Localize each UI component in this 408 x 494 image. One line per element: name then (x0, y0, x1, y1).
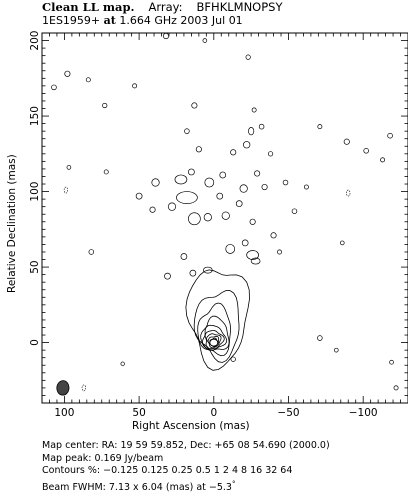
noise-contour (254, 171, 259, 176)
noise-contour (217, 193, 223, 199)
noise-contour (259, 124, 264, 129)
y-tick-label: 200 (29, 31, 41, 51)
map-footer: Map center: RA: 19 59 59.852, Dec: +65 0… (42, 440, 330, 494)
noise-contour (136, 193, 142, 199)
noise-contour (86, 78, 90, 82)
noise-contour (268, 152, 272, 157)
noise-contour (164, 273, 170, 279)
noise-contour (150, 207, 155, 212)
map-center-text: Map center: RA: 19 59 59.852, Dec: +65 0… (42, 440, 330, 453)
x-tick-label: 100 (54, 407, 74, 419)
y-tick-label: 0 (29, 339, 41, 346)
x-tick-label: −50 (277, 407, 299, 419)
noise-contour (231, 150, 236, 155)
contour-levels-text: Contours %: −0.125 0.125 0.25 0.5 1 2 4 … (42, 465, 330, 478)
x-axis-label: Right Ascension (mas) (132, 420, 250, 432)
core-peak (210, 339, 218, 346)
degree-sign: ° (232, 480, 236, 488)
noise-contour (163, 33, 168, 38)
jet-contours (186, 270, 250, 370)
negative-contour (82, 385, 86, 391)
noise-contour (181, 253, 187, 259)
jet-contour-level (186, 270, 250, 370)
noise-contour (104, 170, 108, 174)
noise-contour (176, 192, 197, 204)
noise-contour (192, 103, 197, 108)
x-tick-label: 0 (210, 407, 217, 419)
noise-contour (185, 129, 190, 134)
noise-contour (133, 84, 137, 88)
beam-fwhm-text: Beam FWHM: 7.13 x 6.04 (mas) at −5.3° (42, 478, 330, 494)
noise-contour (381, 158, 385, 162)
x-tick-label: −100 (349, 407, 378, 419)
noise-contour (318, 125, 322, 129)
noise-contours (52, 33, 399, 391)
noise-contour (168, 203, 175, 211)
axis-tick-labels: 100 50 0 −50 −100 0 50 100 150 200 (29, 31, 378, 419)
negative-contour (346, 190, 350, 196)
y-axis-label: Relative Declination (mas) (6, 173, 18, 293)
noise-contour (220, 172, 226, 178)
noise-contour (103, 103, 107, 108)
noise-contour (250, 219, 255, 224)
noise-contour (390, 360, 394, 364)
noise-contour (203, 39, 207, 43)
y-tick-label: 50 (29, 260, 41, 273)
noise-contour (292, 209, 297, 214)
beam-fwhm-value: Beam FWHM: 7.13 x 6.04 (mas) at −5.3 (42, 482, 232, 493)
noise-contour (317, 336, 322, 341)
noise-contour (188, 213, 200, 225)
noise-contour (271, 233, 276, 238)
negative-contour (64, 187, 68, 193)
noise-contour (196, 147, 201, 152)
noise-contour (340, 241, 344, 245)
noise-contour (242, 240, 248, 246)
noise-contour (190, 270, 196, 276)
map-peak-text: Map peak: 0.169 Jy/beam (42, 453, 330, 466)
axis-ticks (42, 33, 408, 403)
noise-contour (89, 250, 94, 255)
noise-contour (222, 212, 229, 220)
noise-contour (394, 386, 398, 390)
noise-contour (262, 184, 267, 189)
noise-contour (65, 71, 70, 76)
noise-contour (283, 180, 288, 185)
noise-contour (175, 175, 187, 184)
beam-ellipse (56, 380, 69, 396)
noise-contour (67, 165, 71, 169)
noise-contour (226, 244, 235, 253)
y-tick-label: 150 (29, 106, 41, 126)
noise-contour (152, 179, 159, 187)
plot-frame (42, 33, 408, 403)
noise-contour (243, 141, 250, 148)
noise-contour (236, 201, 242, 207)
y-tick-label: 100 (29, 182, 41, 202)
noise-contour (304, 185, 308, 189)
noise-contour (344, 139, 349, 144)
noise-contour (364, 148, 369, 153)
x-tick-label: 50 (132, 407, 145, 419)
noise-contour (205, 178, 214, 187)
noise-contour (252, 108, 256, 112)
noise-contour (121, 362, 125, 366)
noise-contour (248, 127, 253, 135)
noise-contour (204, 213, 211, 221)
noise-contour (52, 85, 57, 90)
noise-contour (246, 55, 250, 60)
beam-ellipse-group (56, 380, 69, 396)
noise-contour (277, 250, 281, 254)
noise-contour (334, 348, 338, 352)
noise-contour (188, 169, 194, 175)
noise-contour (388, 133, 393, 138)
noise-contour (240, 185, 247, 193)
